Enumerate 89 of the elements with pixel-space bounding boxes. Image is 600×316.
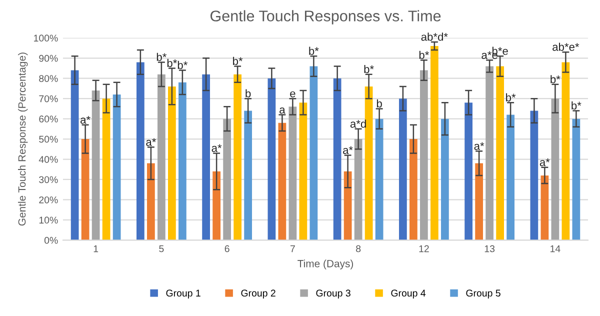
bar [364,86,373,240]
data-label: b* [419,50,430,59]
bar [464,102,472,240]
x-tick-label: 5 [159,245,164,252]
bar [441,118,449,240]
data-label: ab*d* [421,32,448,41]
data-label: a* [474,142,484,150]
legend-label: Group 3 [316,290,350,298]
x-tick-label: 12 [419,245,429,252]
data-label: b* [178,60,188,70]
data-label: a* [540,158,550,166]
bar [540,175,549,240]
bar [506,114,514,240]
bar [278,122,286,240]
bar [530,110,538,240]
bar [81,139,90,240]
data-label: b* [550,75,560,84]
y-tick-label: 80% [39,75,58,82]
bar [430,46,438,240]
bar [486,66,494,240]
y-tick-label: 100% [34,34,58,42]
bar [562,62,570,240]
data-label: ab*e* [552,42,580,51]
data-label: b* [156,52,167,62]
bar [420,70,428,240]
x-axis-title: Time (Days) [298,260,354,270]
bar [70,70,79,240]
x-tick-label: 14 [550,245,560,252]
bar [168,86,176,240]
bar [572,118,580,240]
bar [410,139,418,240]
y-axis-title: Gentle Touch Response (Percentage) [18,52,28,226]
chart-title: Gentle Touch Responses vs. Time [210,10,441,24]
bar [147,163,155,240]
y-tick-label: 60% [39,116,58,122]
y-tick-label: 20% [39,196,58,204]
x-tick-label: 13 [484,245,495,252]
y-tick-label: 70% [39,95,58,102]
bar [178,82,186,240]
bar [223,118,231,240]
bar [92,90,100,240]
bar [551,98,560,240]
data-label: b* [506,93,516,102]
data-label: b [376,99,382,108]
bar [136,62,144,240]
bar [496,66,504,240]
bar [268,78,276,240]
bar [310,66,318,240]
x-tick-label: 7 [290,245,295,252]
y-tick-label: 40% [38,156,58,163]
y-tick-label: 50% [39,136,58,143]
data-label: b* [309,46,319,55]
bar [244,110,252,240]
data-label: a* [212,144,222,152]
bar [158,74,166,240]
data-label: b* [364,64,374,74]
x-tick-label: 1 [94,245,98,252]
data-label: e [290,91,296,98]
data-label: b* [572,101,582,110]
bar [399,98,407,240]
y-tick-label: 0% [44,236,58,244]
legend-label: Group 5 [466,290,500,298]
bar [102,98,110,240]
data-label: a* [146,138,156,146]
data-label: b* [167,58,178,68]
bar [202,74,210,240]
bar [344,171,352,240]
bar [333,78,342,240]
legend-label: Group 2 [241,290,276,298]
data-label: a [280,108,286,114]
bar [375,118,384,240]
data-label: b [246,89,251,98]
bar [288,106,297,240]
y-tick-label: 10% [39,216,58,224]
bar [112,94,121,240]
y-tick-label: 30% [39,176,58,184]
bar [212,171,220,240]
x-tick-label: 8 [356,245,361,252]
data-label: a* [80,116,90,124]
y-tick-label: 90% [39,54,58,62]
x-tick-label: 6 [224,245,230,252]
data-label: a* [343,146,353,154]
legend-label: Group 1 [166,290,200,298]
bar [354,139,362,240]
data-label: b* [233,56,243,66]
bar [475,163,483,240]
legend-label: Group 4 [391,290,426,298]
bar [299,102,308,240]
bar [234,74,242,240]
